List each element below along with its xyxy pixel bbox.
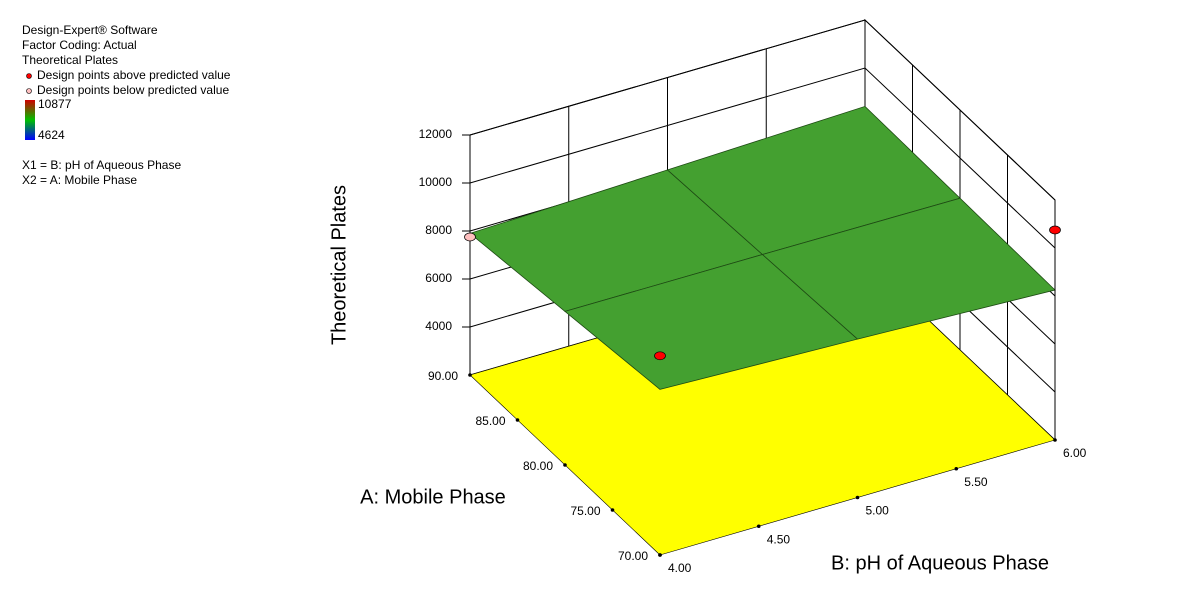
legend-dot [26, 88, 32, 94]
tick-mark [610, 508, 615, 512]
z-tick-label: 6000 [425, 271, 452, 285]
coding: Factor Coding: Actual [22, 38, 137, 52]
b-tick-label: 5.50 [964, 475, 988, 489]
design-point [1049, 225, 1061, 235]
tick-mark [515, 418, 520, 422]
z-tick-label: 12000 [419, 127, 453, 141]
b-tick-label: 5.00 [866, 504, 890, 518]
surface-patch [761, 197, 1056, 340]
legend-dot [26, 73, 32, 79]
design-point [464, 232, 476, 242]
a-tick-label: 85.00 [475, 414, 505, 428]
b-tick-label: 6.00 [1063, 446, 1087, 460]
color-bar-max: 10877 [38, 97, 72, 111]
z-axis-title: Theoretical Plates [328, 185, 350, 345]
a-tick-label: 70.00 [618, 549, 648, 563]
tick-mark [855, 495, 860, 500]
a-axis-title: A: Mobile Phase [360, 486, 506, 508]
z-tick-label: 10000 [419, 175, 453, 189]
color-bar [25, 100, 35, 140]
a-tick-label: 80.00 [523, 459, 553, 473]
tick-mark [658, 553, 662, 557]
software: Design-Expert® Software [22, 23, 158, 37]
response: Theoretical Plates [22, 53, 118, 67]
tick-mark [563, 463, 567, 467]
design-point [654, 351, 666, 361]
color-bar-min: 4624 [38, 128, 65, 142]
factor-x2: X2 = A: Mobile Phase [22, 173, 137, 187]
a-tick-label: 90.00 [428, 369, 458, 383]
tick-mark [756, 524, 761, 529]
legend-below: Design points below predicted value [37, 83, 229, 97]
b-axis-title: B: pH of Aqueous Phase [831, 552, 1049, 574]
tick-mark [954, 466, 959, 471]
a-tick-label: 75.00 [570, 504, 600, 518]
legend-above: Design points above predicted value [37, 68, 231, 82]
z-tick-label: 4000 [425, 319, 452, 333]
z-tick-label: 8000 [425, 223, 452, 237]
b-tick-label: 4.00 [668, 561, 692, 575]
b-tick-label: 4.50 [767, 532, 791, 546]
factor-x1: X1 = B: pH of Aqueous Phase [22, 158, 181, 172]
